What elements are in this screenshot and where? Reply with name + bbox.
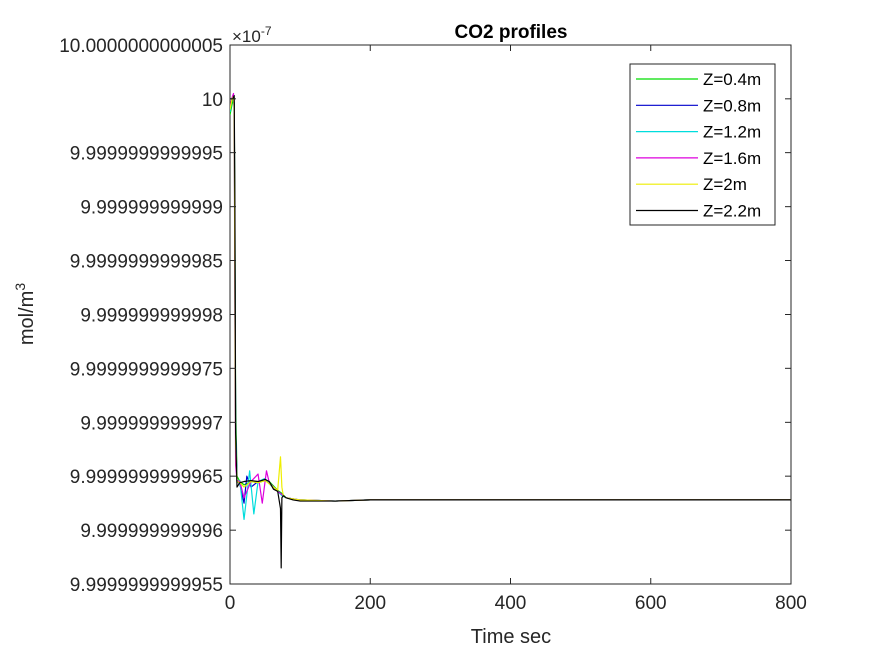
legend-label: Z=2.2m [703, 202, 761, 221]
y-exponent-label: ×10-7 [232, 24, 272, 46]
y-axis: 9.9999999999955 9.999999999996 9.999999999… [59, 36, 791, 596]
y-tick-label: 9.9999999999975 [70, 359, 223, 380]
x-tick-label: 800 [775, 593, 807, 614]
x-tick-label: 600 [635, 593, 667, 614]
x-axis-label: Time sec [471, 626, 551, 648]
y-tick-label: 10.0000000000005 [59, 36, 223, 57]
x-axis: 0 200 400 600 800 [225, 45, 807, 614]
y-tick-label: 9.9999999999985 [70, 251, 223, 272]
legend-label: Z=2m [703, 175, 747, 194]
legend: Z=0.4m Z=0.8m Z=1.2m Z=1.6m Z=2m Z=2.2m [629, 63, 776, 226]
series-line [230, 94, 791, 569]
y-tick-label: 10 [202, 90, 223, 111]
y-axis-label: mol/m3 [12, 283, 38, 345]
y-tick-label: 9.999999999996 [80, 521, 223, 542]
legend-label: Z=0.4m [703, 70, 761, 89]
chart-title: CO2 profiles [455, 22, 568, 43]
y-tick-label: 9.9999999999995 [70, 144, 223, 165]
legend-label: Z=1.2m [703, 123, 761, 142]
y-tick-label: 9.9999999999955 [70, 575, 223, 596]
legend-label: Z=0.8m [703, 96, 761, 115]
y-tick-label: 9.9999999999965 [70, 467, 223, 488]
legend-box [629, 63, 776, 226]
y-tick-label: 9.999999999999 [80, 198, 223, 219]
y-tick-label: 9.999999999998 [80, 306, 223, 327]
x-tick-label: 400 [495, 593, 527, 614]
x-tick-label: 200 [354, 593, 386, 614]
x-tick-label: 0 [225, 593, 236, 614]
legend-label: Z=1.6m [703, 149, 761, 168]
y-tick-label: 9.999999999997 [80, 413, 223, 434]
